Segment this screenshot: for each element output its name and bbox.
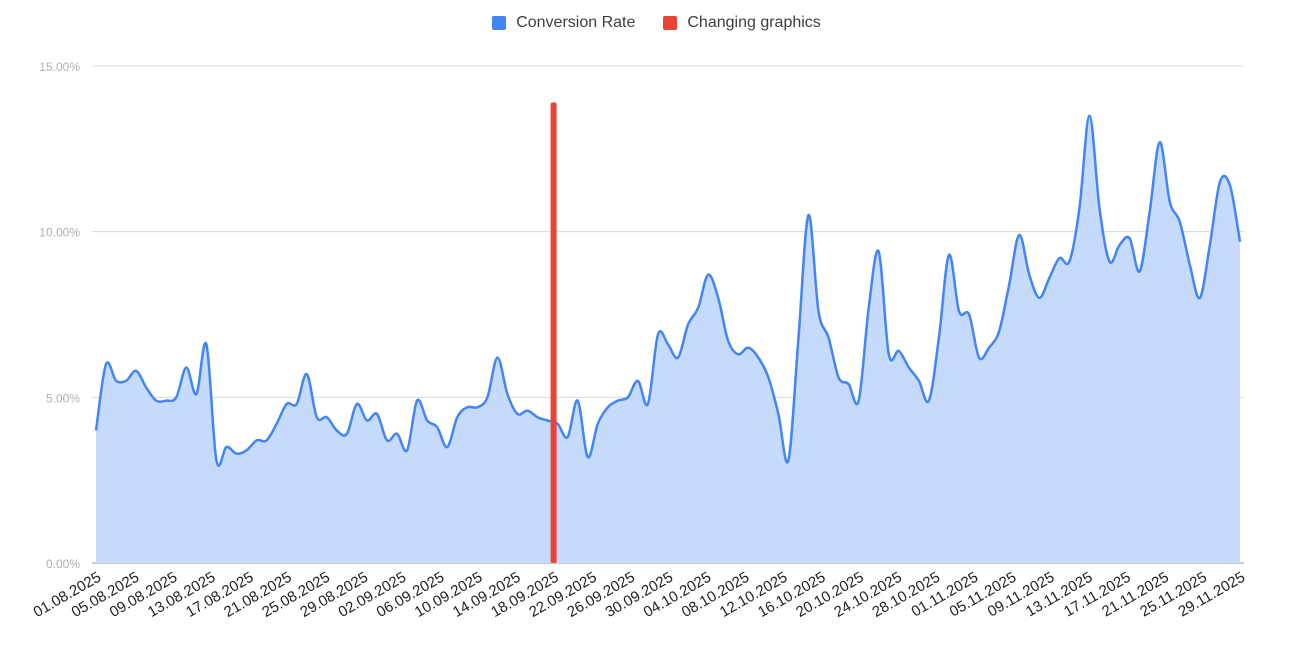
y-tick-label: 10.00% — [39, 226, 80, 240]
y-tick-label: 5.00% — [46, 391, 80, 405]
changing-graphics-bar — [550, 102, 557, 564]
changing-graphics-marker — [550, 102, 557, 564]
legend-label-changing-graphics: Changing graphics — [687, 14, 821, 31]
x-axis-ticks: 01.08.202505.08.202509.08.202513.08.2025… — [30, 569, 1248, 621]
legend-label-conversion-rate: Conversion Rate — [516, 14, 636, 31]
conversion-rate-line — [94, 114, 1242, 467]
legend-swatch-changing-graphics — [663, 16, 678, 30]
legend-item-conversion-rate[interactable]: Conversion Rate — [492, 14, 635, 32]
y-axis-ticks: 0.00% 5.00% 10.00% 15.00% — [39, 60, 80, 571]
y-tick-label: 15.00% — [39, 60, 80, 74]
conversion-rate-area — [96, 115, 1240, 563]
y-tick-label: 0.00% — [46, 557, 80, 571]
legend-item-changing-graphics[interactable]: Changing graphics — [663, 14, 821, 32]
legend-swatch-conversion-rate — [492, 16, 507, 30]
legend: Conversion Rate Changing graphics — [0, 14, 1313, 32]
